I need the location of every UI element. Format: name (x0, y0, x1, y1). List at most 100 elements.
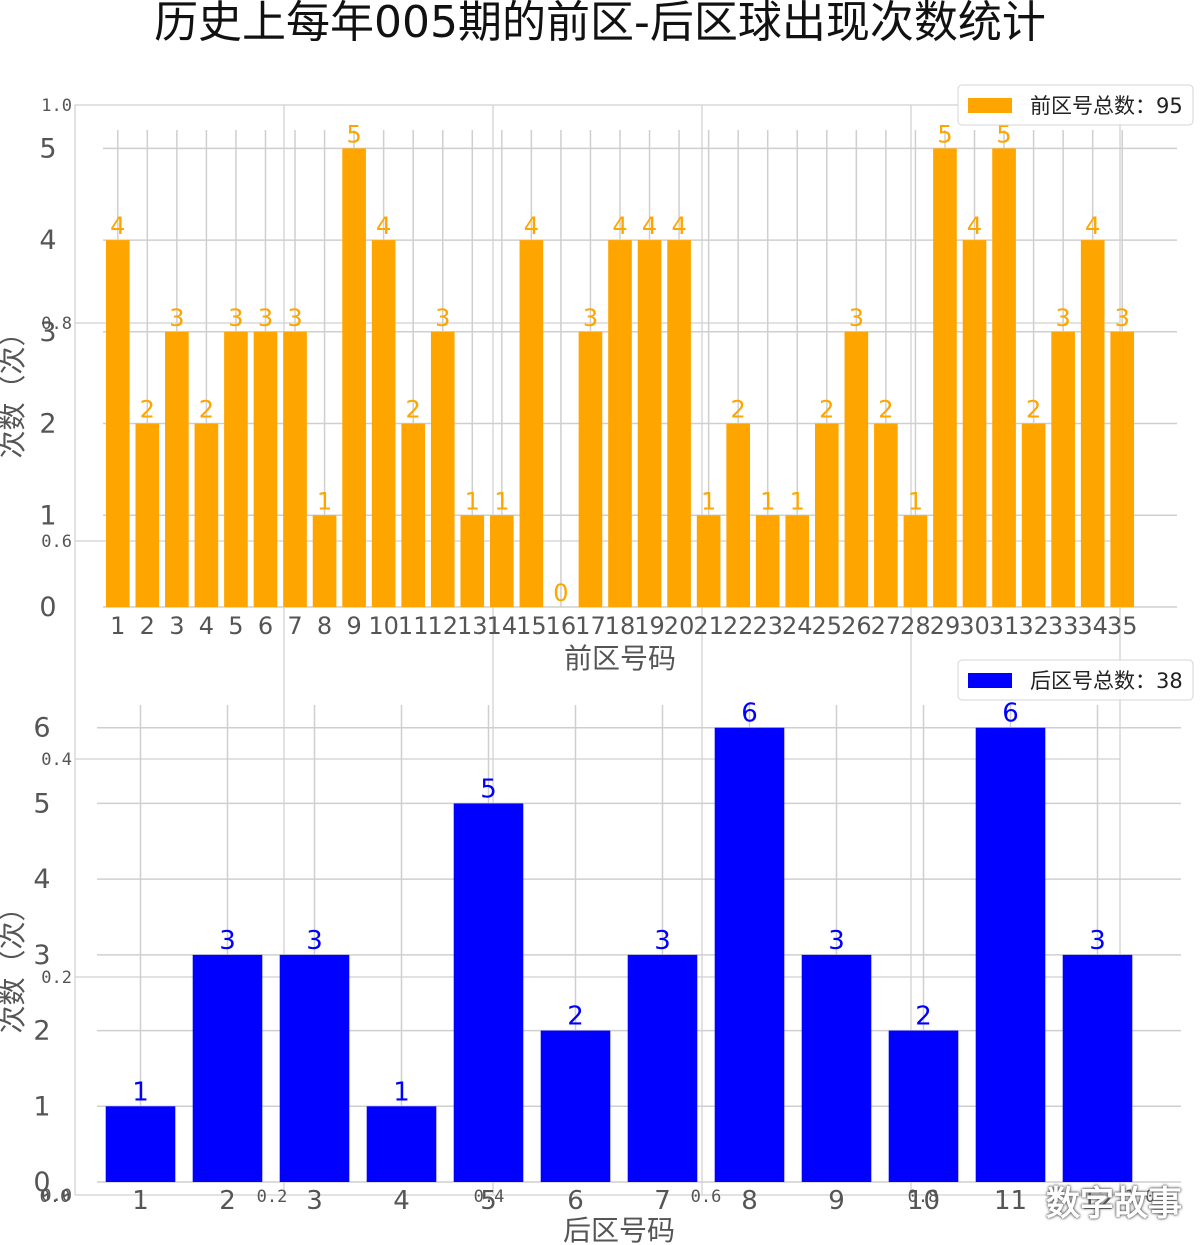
y-axis-label: 次数（次） (0, 318, 29, 458)
bar-value-label: 2 (915, 1002, 932, 1032)
bar (279, 954, 350, 1182)
background-x-tick: 1.0 (1125, 1187, 1156, 1207)
bar (540, 1030, 611, 1182)
x-tick-label: 9 (828, 1186, 845, 1216)
bar (578, 331, 603, 607)
legend-swatch (968, 673, 1012, 688)
bar-value-label: 6 (741, 699, 758, 729)
bar (460, 515, 485, 607)
background-y-tick: 0.2 (41, 968, 72, 988)
bar-value-label: 2 (567, 1002, 584, 1032)
bar-value-label: 1 (760, 487, 775, 515)
y-tick-label: 4 (39, 225, 56, 256)
background-x-tick: 0.0 (40, 1187, 71, 1207)
x-tick-label: 19 (634, 612, 665, 640)
bar (105, 1106, 176, 1182)
background-x-tick: 0.4 (474, 1187, 505, 1207)
x-tick-label: 28 (900, 612, 931, 640)
bar-value-label: 3 (287, 304, 302, 332)
bar (283, 331, 307, 607)
x-tick-label: 23 (752, 612, 783, 640)
bar-value-label: 3 (1089, 926, 1106, 956)
y-axis-label: 次数（次） (0, 893, 29, 1033)
y-tick-label: 2 (33, 1016, 50, 1047)
legend-swatch (968, 98, 1012, 113)
bar-value-label: 1 (908, 487, 923, 515)
x-tick-label: 15 (516, 612, 547, 640)
bar (726, 423, 750, 607)
x-tick-label: 3 (169, 612, 184, 640)
x-tick-label: 6 (258, 612, 273, 640)
bar (975, 727, 1046, 1182)
background-x-tick: 0.8 (908, 1187, 939, 1207)
bar-value-label: 3 (654, 926, 671, 956)
bar (888, 1030, 959, 1182)
background-y-tick: 0.0 (41, 1186, 72, 1206)
y-tick-label: 5 (33, 788, 50, 819)
chart-title: 历史上每年005期的前区-后区球出现次数统计 (154, 0, 1046, 48)
y-tick-label: 2 (39, 409, 56, 440)
bar (135, 423, 160, 607)
bar (785, 515, 810, 607)
bar (453, 803, 524, 1182)
x-tick-label: 25 (812, 612, 843, 640)
bar (637, 240, 662, 608)
bar-value-label: 3 (1056, 304, 1071, 332)
y-tick-label: 0 (33, 1167, 50, 1198)
bar (874, 423, 898, 607)
background-x-tick: 0.2 (257, 1187, 288, 1207)
bar (933, 148, 957, 607)
x-axis-label: 前区号码 (564, 642, 676, 675)
y-tick-label: 4 (33, 864, 50, 895)
x-tick-label: 5 (480, 1186, 497, 1216)
x-tick-label: 35 (1107, 612, 1138, 640)
bar-value-label: 3 (169, 304, 184, 332)
bar (667, 240, 691, 608)
bar (165, 331, 189, 607)
x-tick-label: 1 (110, 612, 125, 640)
bar-value-label: 3 (228, 304, 243, 332)
bar (755, 515, 780, 607)
x-tick-label: 20 (664, 612, 695, 640)
x-tick-label: 24 (782, 612, 813, 640)
bar-value-label: 1 (465, 487, 480, 515)
x-tick-label: 10 (368, 612, 399, 640)
bar (366, 1106, 437, 1182)
bar-value-label: 4 (671, 212, 686, 240)
x-tick-label: 10 (907, 1186, 940, 1216)
x-tick-label: 21 (693, 612, 724, 640)
y-tick-label: 3 (39, 317, 56, 348)
bar (801, 954, 872, 1182)
bar-value-label: 2 (731, 396, 746, 424)
background-y-tick: 0.8 (41, 314, 72, 334)
x-tick-label: 7 (654, 1186, 671, 1216)
bar (194, 423, 219, 607)
bar-value-label: 5 (996, 120, 1011, 148)
x-tick-label: 2 (219, 1186, 236, 1216)
x-tick-label: 31 (989, 612, 1020, 640)
bar-value-label: 4 (110, 212, 125, 240)
y-tick-label: 5 (39, 133, 56, 164)
bar-value-label: 6 (1002, 699, 1019, 729)
bar-value-label: 4 (612, 212, 627, 240)
bar-value-label: 5 (346, 120, 361, 148)
bar (490, 515, 514, 607)
watermark: 数字故事 (1046, 1184, 1182, 1224)
x-tick-label: 33 (1048, 612, 1079, 640)
x-tick-label: 8 (741, 1186, 758, 1216)
y-tick-label: 1 (33, 1091, 50, 1122)
bar-value-label: 2 (878, 396, 893, 424)
bar-value-label: 0 (553, 579, 568, 607)
x-axis-label: 后区号码 (563, 1214, 675, 1245)
bar-value-label: 1 (317, 487, 332, 515)
legend-box (957, 84, 1194, 126)
bar-value-label: 5 (937, 120, 952, 148)
x-tick-label: 7 (287, 612, 302, 640)
x-tick-label: 12 (1081, 1186, 1114, 1216)
x-tick-label: 18 (605, 612, 636, 640)
bar-value-label: 3 (435, 304, 450, 332)
bar (696, 515, 721, 607)
bar (992, 148, 1016, 607)
y-tick-label: 3 (33, 940, 50, 971)
x-tick-label: 4 (199, 612, 214, 640)
